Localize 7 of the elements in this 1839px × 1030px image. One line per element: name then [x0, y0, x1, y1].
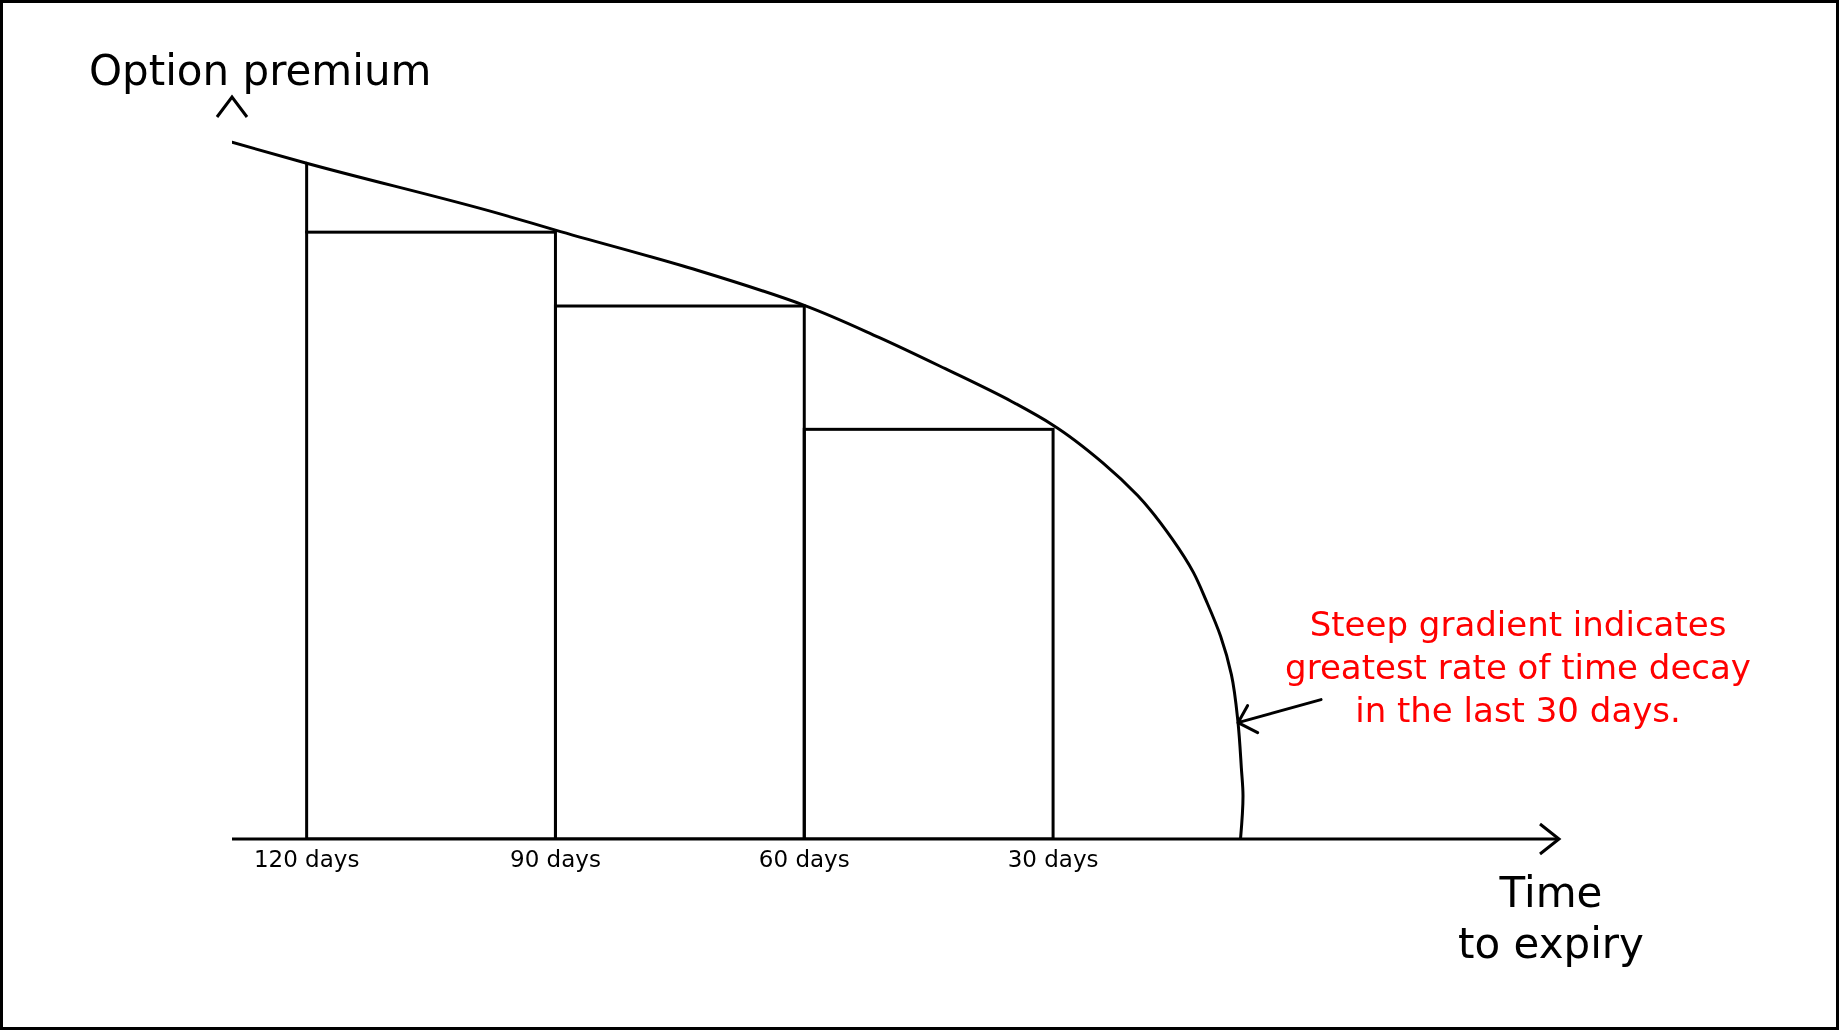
x-tick-label: 30 days	[1007, 846, 1099, 873]
x-tick-label: 60 days	[758, 846, 850, 873]
y-axis-title: Option premium	[89, 46, 432, 95]
x-axis-title: Time to expiry	[1458, 868, 1644, 968]
x-tick-label: 90 days	[510, 846, 601, 873]
annotation: Steep gradient indicates greatest rate of time decay in the last 30 days.	[1285, 603, 1751, 730]
x-tick-label: 120 days	[253, 846, 360, 873]
